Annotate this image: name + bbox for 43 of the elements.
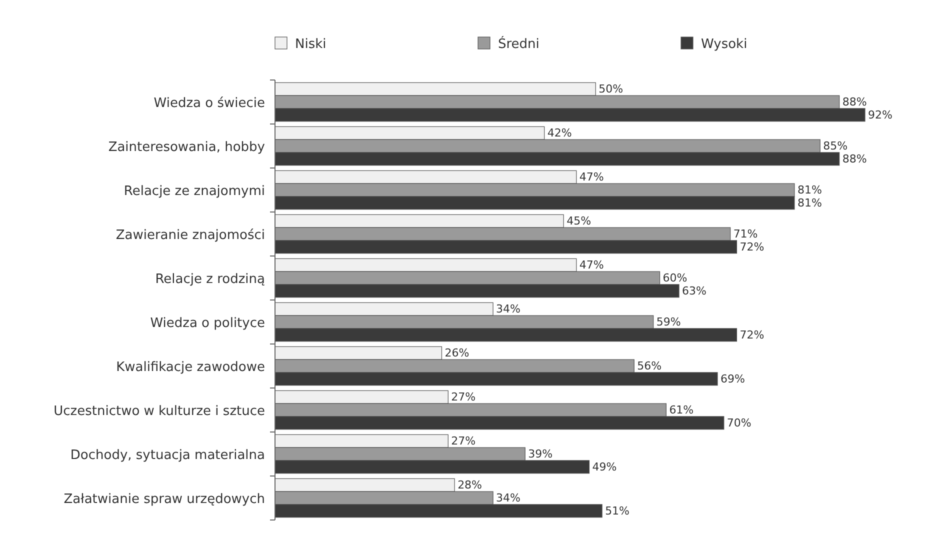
- data-label: 71%: [733, 228, 758, 240]
- data-label: 39%: [528, 448, 553, 460]
- y-tick-label: Zainteresowania, hobby: [108, 140, 266, 155]
- data-label: 59%: [656, 316, 681, 328]
- data-label: 56%: [637, 360, 662, 372]
- data-label: 70%: [726, 416, 752, 430]
- data-label: 60%: [662, 272, 688, 284]
- data-label: 34%: [496, 302, 520, 316]
- y-tick-label: Dochody, sytuacja materialna: [70, 448, 265, 463]
- legend-label: Niski: [295, 37, 326, 52]
- y-tick-label: Wiedza o świecie: [154, 96, 265, 111]
- data-label: 61%: [669, 404, 694, 416]
- data-label: 26%: [444, 346, 470, 360]
- legend-label: Średni: [498, 35, 540, 52]
- data-label: 47%: [579, 170, 604, 184]
- data-label: 72%: [740, 240, 764, 254]
- data-label: 81%: [797, 196, 822, 210]
- y-tick-label: Wiedza o polityce: [150, 316, 265, 331]
- data-label: 28%: [458, 478, 482, 492]
- data-label: 47%: [579, 258, 604, 272]
- y-tick-label: Uczestnictwo w kulturze i sztuce: [54, 404, 265, 419]
- data-label: 88%: [842, 152, 867, 166]
- data-label: 42%: [547, 126, 572, 140]
- data-label: 85%: [823, 140, 848, 152]
- y-tick-label: Załatwianie spraw urzędowych: [64, 492, 265, 507]
- data-label: 45%: [566, 214, 592, 228]
- data-label: 63%: [682, 284, 706, 298]
- data-label: 34%: [496, 492, 520, 504]
- y-tick-label: Relacje ze znajomymi: [124, 184, 265, 199]
- y-tick-label: Relacje z rodziną: [155, 272, 266, 287]
- y-tick-label: Kwalifikacje zawodowe: [116, 360, 265, 375]
- data-label: 72%: [740, 328, 764, 342]
- data-label: 88%: [842, 96, 867, 108]
- data-label: 69%: [720, 372, 745, 386]
- legend-label: Wysoki: [701, 37, 748, 52]
- data-label: 50%: [598, 82, 624, 96]
- data-label: 27%: [451, 434, 476, 448]
- data-label: 49%: [592, 460, 617, 474]
- y-tick-label: Zawieranie znajomości: [116, 228, 265, 243]
- data-label: 92%: [868, 108, 892, 122]
- data-label: 81%: [797, 184, 822, 196]
- data-label: 51%: [605, 504, 630, 518]
- data-label: 27%: [451, 390, 476, 404]
